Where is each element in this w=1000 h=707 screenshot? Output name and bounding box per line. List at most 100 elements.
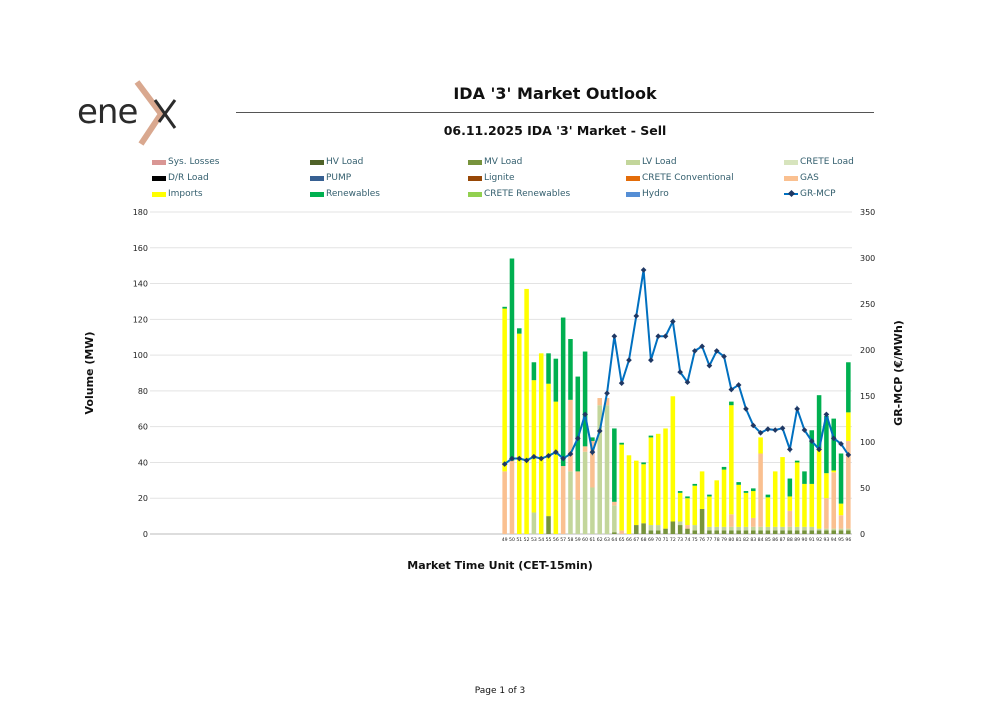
bar-segment <box>531 362 537 381</box>
bar-segment <box>568 471 573 534</box>
bar-segment <box>802 526 807 531</box>
x-tick-label: 54 <box>538 537 544 543</box>
bar-segment <box>809 430 815 484</box>
report-title: IDA '3' Market Outlook <box>453 84 657 103</box>
x-tick-label: 79 <box>721 537 727 543</box>
gr-mcp-marker <box>765 426 771 432</box>
gr-mcp-marker <box>772 427 779 433</box>
x-tick-label: 63 <box>604 537 610 543</box>
bar-segment <box>677 521 683 526</box>
bar-segment <box>721 530 727 534</box>
gr-mcp-marker <box>801 427 808 433</box>
y-tick-label: 80 <box>138 387 148 396</box>
bar-segment <box>582 446 588 452</box>
bar-segment <box>685 528 690 534</box>
x-tick-label: 82 <box>743 537 749 543</box>
gr-mcp-marker <box>823 411 830 418</box>
bar-segment <box>729 530 734 534</box>
legend-label: Hydro <box>642 189 669 199</box>
y2-tick-label: 250 <box>860 300 875 309</box>
x-tick-label: 77 <box>706 537 712 543</box>
gr-mcp-marker <box>589 449 596 455</box>
gr-mcp-marker <box>691 348 698 354</box>
bar-segment <box>692 530 698 534</box>
bar-segment <box>685 525 690 529</box>
x-tick-label: 70 <box>655 537 661 543</box>
bar-segment <box>809 526 815 531</box>
bar-segment <box>655 530 661 534</box>
bar-segment <box>772 530 778 534</box>
y2-tick-label: 100 <box>860 438 875 447</box>
legend-label: LV Load <box>642 157 677 167</box>
bar-segment <box>758 526 763 531</box>
gr-mcp-marker <box>735 382 742 388</box>
gr-mcp-marker <box>794 406 800 412</box>
x-tick-label: 73 <box>677 537 683 543</box>
bar-segment <box>655 525 661 531</box>
gr-mcp-marker <box>538 455 545 462</box>
gr-mcp-marker <box>677 369 683 375</box>
bar-segment <box>582 451 588 534</box>
bar-segment <box>648 437 654 526</box>
bar-segment <box>604 398 610 406</box>
bar-segment <box>685 498 690 526</box>
legend-swatch <box>468 159 482 165</box>
bar-segment <box>765 530 771 534</box>
bar-segment <box>846 362 851 413</box>
bar-segment <box>751 491 756 518</box>
bar-segment <box>831 470 836 473</box>
x-tick-label: 60 <box>582 537 588 543</box>
x-tick-label: 58 <box>568 537 574 543</box>
gr-mcp-marker <box>633 313 640 319</box>
bar-segment <box>809 483 815 527</box>
chart-subtitle: 06.11.2025 IDA '3' Market - Sell <box>443 123 667 138</box>
x-tick-label: 74 <box>685 537 691 543</box>
legend-item: GR-MCP <box>784 189 836 199</box>
bar-segment <box>597 405 602 534</box>
bar-segment <box>568 399 573 472</box>
legend-swatch <box>468 175 482 181</box>
x-tick-label: 94 <box>831 537 837 543</box>
bar-segment <box>707 530 712 534</box>
gr-mcp-marker <box>553 449 559 455</box>
gr-mcp-marker <box>779 425 786 432</box>
legend-label: D/R Load <box>168 173 209 183</box>
gr-mcp-marker <box>596 428 603 434</box>
bar-segment <box>597 398 602 406</box>
legend-swatch <box>626 191 640 197</box>
x-tick-label: 90 <box>802 537 808 543</box>
bar-segment <box>648 530 654 534</box>
gr-mcp-marker <box>560 455 566 462</box>
gr-mcp-marker <box>582 411 588 418</box>
bar-segment <box>794 462 800 527</box>
legend-item: Lignite <box>468 173 515 183</box>
legend-swatch <box>310 175 324 181</box>
bar-segment <box>575 500 581 534</box>
y2-tick-label: 0 <box>860 530 865 539</box>
bar-segment <box>670 521 676 534</box>
gr-mcp-marker <box>750 422 757 429</box>
bar-segment <box>707 494 712 497</box>
bar-segment <box>517 333 522 534</box>
bar-segment <box>846 412 851 441</box>
gr-mcp-marker <box>662 333 669 340</box>
bar-segment <box>721 469 727 527</box>
y-tick-label: 100 <box>133 351 148 360</box>
bar-segment <box>502 308 507 472</box>
bar-segment <box>663 428 668 529</box>
x-tick-label: 59 <box>575 537 581 543</box>
gr-mcp-marker <box>655 333 662 340</box>
x-tick-label: 55 <box>546 537 552 543</box>
bar-segment <box>612 532 617 534</box>
bar-segment <box>780 457 785 527</box>
bar-segment <box>816 395 822 449</box>
legend-swatch <box>310 159 324 165</box>
gr-mcp-marker <box>706 362 713 369</box>
bar-segment <box>619 444 624 531</box>
bar-segment <box>751 517 756 527</box>
x-tick-label: 80 <box>728 537 734 543</box>
gr-mcp-marker <box>545 452 552 459</box>
enex-logo: ene <box>77 80 177 146</box>
bar-segment <box>641 464 646 524</box>
bar-segment <box>575 471 581 501</box>
